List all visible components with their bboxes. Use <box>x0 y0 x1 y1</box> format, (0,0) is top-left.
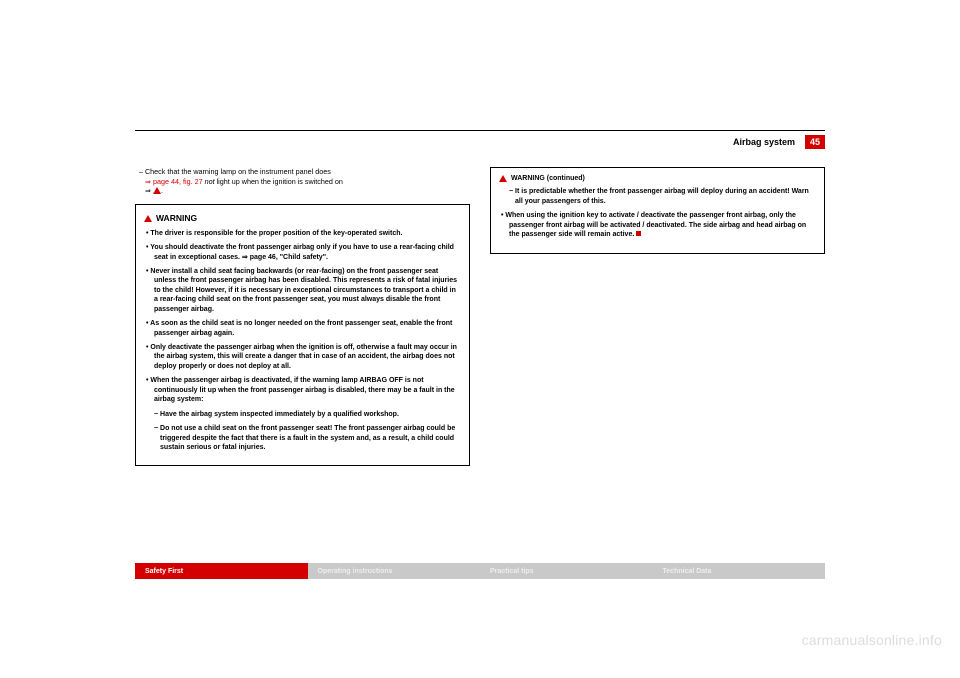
warning-continued-title-row: WARNING (continued) <box>499 174 816 183</box>
left-column: – Check that the warning lamp on the ins… <box>135 167 470 466</box>
page-reference-link: ⇒ page 44, fig. 27 <box>145 177 203 186</box>
footer-label: Operating instructions <box>318 568 393 575</box>
warning-bullet: • When using the ignition key to activat… <box>499 211 816 239</box>
warning-title: WARNING <box>156 213 197 224</box>
footer-nav: Safety First Operating instructions Prac… <box>135 563 825 579</box>
warning-subitem: − Have the airbag system inspected immed… <box>144 410 461 419</box>
section-title: Airbag system <box>733 137 795 147</box>
body-text: – Check that the warning lamp on the ins… <box>139 167 331 176</box>
body-text: ⇒ <box>145 186 153 195</box>
warning-bullet: • Never install a child seat facing back… <box>144 267 461 314</box>
warning-bullet-text: • When using the ignition key to activat… <box>501 212 806 238</box>
warning-bullet: • When the passenger airbag is deactivat… <box>144 376 461 404</box>
columns: – Check that the warning lamp on the ins… <box>135 167 825 466</box>
footer-label: Technical Data <box>663 568 712 575</box>
footer-label: Practical tips <box>490 568 534 575</box>
body-text: . <box>161 186 163 195</box>
header-rule <box>135 130 825 131</box>
warning-title-row: WARNING <box>144 213 461 224</box>
footer-tab-practical: Practical tips <box>480 563 653 579</box>
header-row: Airbag system 45 <box>135 135 825 149</box>
warning-subitem: − Do not use a child seat on the front p… <box>144 424 461 452</box>
body-italic: not <box>203 177 217 186</box>
warning-triangle-icon <box>499 175 507 182</box>
right-column: WARNING (continued) − It is predictable … <box>490 167 825 466</box>
footer-label: Safety First <box>145 568 183 575</box>
warning-box-continued: WARNING (continued) − It is predictable … <box>490 167 825 254</box>
warning-box: WARNING • The driver is responsible for … <box>135 204 470 466</box>
warning-triangle-icon <box>153 187 161 194</box>
warning-triangle-icon <box>144 215 152 222</box>
footer-tab-technical: Technical Data <box>653 563 826 579</box>
warning-bullet: • Only deactivate the passenger airbag w… <box>144 343 461 371</box>
warning-continued-title: WARNING (continued) <box>511 174 585 183</box>
page-content: Airbag system 45 – Check that the warnin… <box>135 130 825 466</box>
watermark: carmanualsonline.info <box>802 632 942 648</box>
footer-tab-operating: Operating instructions <box>308 563 481 579</box>
warning-bullet: • As soon as the child seat is no longer… <box>144 319 461 338</box>
body-paragraph: – Check that the warning lamp on the ins… <box>135 167 470 196</box>
end-square-icon <box>636 231 641 236</box>
warning-subitem: − It is predictable whether the front pa… <box>499 187 816 206</box>
footer-tab-safety: Safety First <box>135 563 308 579</box>
warning-bullet: • The driver is responsible for the prop… <box>144 229 461 238</box>
body-text: light up when the ignition is switched o… <box>217 177 343 186</box>
page-number: 45 <box>805 135 825 149</box>
warning-bullet: • You should deactivate the front passen… <box>144 243 461 262</box>
